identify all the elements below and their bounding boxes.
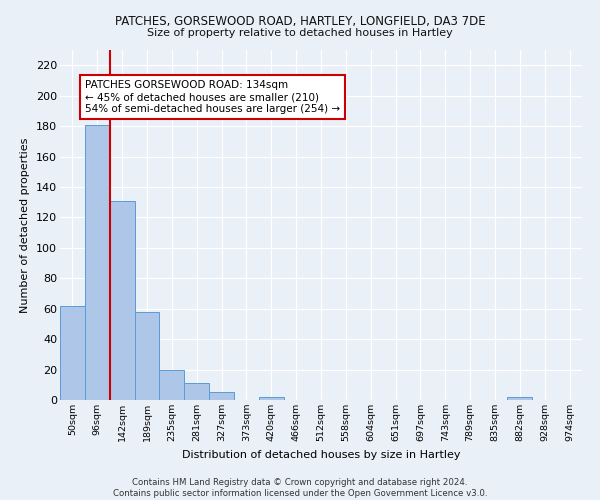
Text: Contains HM Land Registry data © Crown copyright and database right 2024.
Contai: Contains HM Land Registry data © Crown c… xyxy=(113,478,487,498)
Text: Size of property relative to detached houses in Hartley: Size of property relative to detached ho… xyxy=(147,28,453,38)
Bar xyxy=(110,200,134,400)
Text: PATCHES GORSEWOOD ROAD: 134sqm
← 45% of detached houses are smaller (210)
54% of: PATCHES GORSEWOOD ROAD: 134sqm ← 45% of … xyxy=(85,80,340,114)
Bar xyxy=(134,312,160,400)
Text: PATCHES, GORSEWOOD ROAD, HARTLEY, LONGFIELD, DA3 7DE: PATCHES, GORSEWOOD ROAD, HARTLEY, LONGFI… xyxy=(115,15,485,28)
Bar xyxy=(60,306,85,400)
Bar xyxy=(184,384,209,400)
Bar xyxy=(508,397,532,400)
Bar xyxy=(209,392,234,400)
Y-axis label: Number of detached properties: Number of detached properties xyxy=(20,138,31,312)
Bar xyxy=(85,124,110,400)
Bar xyxy=(160,370,184,400)
Bar xyxy=(259,397,284,400)
X-axis label: Distribution of detached houses by size in Hartley: Distribution of detached houses by size … xyxy=(182,450,460,460)
